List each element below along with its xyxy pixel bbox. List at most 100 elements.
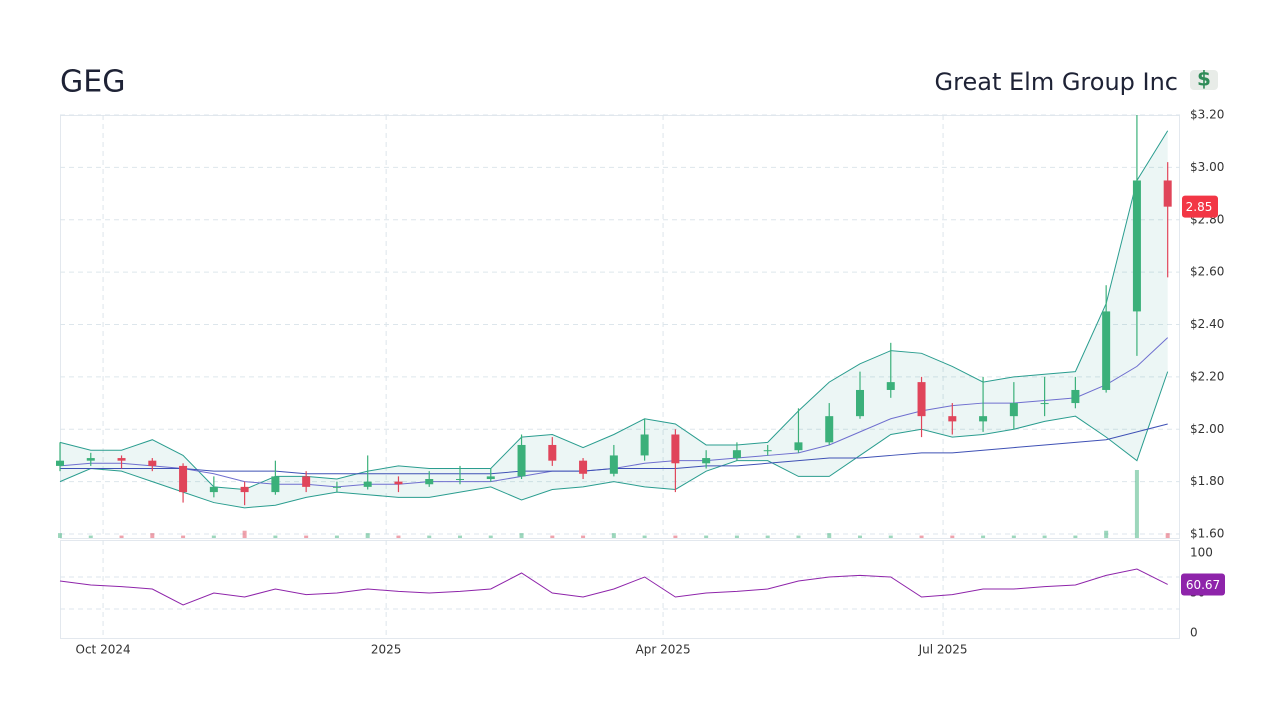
y-tick-label: $3.20 bbox=[1190, 108, 1224, 122]
rsi-line bbox=[59, 568, 1168, 606]
volume-bar bbox=[888, 535, 893, 538]
candle-body bbox=[979, 416, 988, 422]
candle-body bbox=[425, 479, 434, 485]
x-tick-label: Apr 2025 bbox=[636, 643, 691, 657]
candle-body bbox=[486, 476, 495, 480]
volume-bar bbox=[519, 533, 524, 538]
volume-bar bbox=[581, 535, 586, 538]
price-tag bbox=[1182, 195, 1218, 218]
candle-body bbox=[117, 458, 126, 461]
volume-bar bbox=[1073, 535, 1078, 538]
logo-icon: $ bbox=[1190, 67, 1218, 91]
volume-bar bbox=[58, 533, 62, 538]
candle-body bbox=[763, 450, 772, 452]
candle-body bbox=[148, 460, 157, 466]
volume-bar bbox=[611, 533, 616, 538]
volume-bar bbox=[765, 535, 770, 538]
svg-text:$: $ bbox=[1197, 67, 1211, 91]
volume-bar bbox=[796, 535, 801, 538]
volume-bar bbox=[858, 535, 862, 538]
candle-body bbox=[271, 476, 280, 493]
candle-body bbox=[794, 442, 803, 451]
candle-body bbox=[517, 444, 526, 477]
volume-bar bbox=[181, 535, 186, 538]
candle-body bbox=[209, 486, 218, 493]
x-tick-label: 2025 bbox=[371, 643, 402, 657]
candle-body bbox=[86, 458, 95, 461]
candle-body bbox=[1132, 180, 1141, 312]
candle-body bbox=[548, 444, 557, 461]
volume-bar bbox=[211, 535, 216, 538]
candle-body bbox=[394, 481, 403, 485]
volume-bar bbox=[1165, 533, 1170, 538]
y-tick-label: $1.60 bbox=[1190, 527, 1224, 541]
volume-bar bbox=[734, 535, 739, 538]
volume-bar bbox=[150, 533, 155, 538]
candle-body bbox=[948, 416, 957, 422]
volume-bar bbox=[550, 535, 555, 538]
x-tick-label: Oct 2024 bbox=[76, 643, 131, 657]
volume-bar bbox=[827, 533, 832, 538]
volume-bar bbox=[334, 535, 339, 538]
volume-bar bbox=[458, 535, 462, 538]
candle-body bbox=[179, 465, 188, 493]
volume-bar bbox=[919, 535, 924, 538]
volume-bar bbox=[427, 535, 432, 538]
rsi-tag-label: 60.67 bbox=[1186, 578, 1220, 592]
candle-body bbox=[240, 486, 249, 493]
volume-bar bbox=[396, 535, 401, 538]
chart-subtitle: Great Elm Group Inc bbox=[935, 68, 1178, 96]
candle-body bbox=[917, 382, 926, 417]
rsi-tick-label: 0 bbox=[1190, 626, 1198, 640]
candle-body bbox=[886, 382, 895, 390]
y-tick-label: $2.60 bbox=[1190, 265, 1224, 279]
y-tick-label: $3.00 bbox=[1190, 160, 1224, 174]
candle-body bbox=[363, 481, 372, 487]
chart-title: GEG bbox=[60, 65, 125, 100]
y-tick-label: $1.80 bbox=[1190, 474, 1224, 488]
band-lower bbox=[59, 371, 1169, 509]
volume-bar bbox=[1134, 470, 1139, 538]
volume-bar bbox=[88, 535, 93, 538]
volume-bar bbox=[242, 530, 247, 538]
volume-bar bbox=[1042, 535, 1047, 538]
volume-bar bbox=[119, 535, 124, 538]
candle-body bbox=[856, 389, 864, 417]
candle-body bbox=[1102, 311, 1111, 390]
candle-body bbox=[302, 476, 311, 487]
volume-bar bbox=[981, 535, 986, 538]
price-tag-label: 2.85 bbox=[1186, 200, 1213, 214]
volume-bar bbox=[488, 535, 493, 538]
volume-bar bbox=[1104, 530, 1109, 538]
volume-bar bbox=[273, 535, 278, 538]
y-tick-label: $2.20 bbox=[1190, 369, 1224, 383]
candle-body bbox=[1009, 403, 1018, 417]
rsi-pane bbox=[60, 540, 1180, 639]
volume-bar bbox=[365, 533, 370, 538]
candle-body bbox=[456, 479, 464, 481]
candle-body bbox=[1071, 389, 1080, 404]
bollinger-band bbox=[60, 130, 1168, 508]
volume-bar bbox=[673, 535, 678, 538]
volume-bar bbox=[1011, 535, 1016, 538]
volume-bar bbox=[950, 535, 955, 538]
y-tick-label: $2.40 bbox=[1190, 317, 1224, 331]
x-tick-label: Jul 2025 bbox=[918, 643, 968, 657]
candle-body bbox=[1040, 403, 1049, 405]
rsi-tag bbox=[1181, 573, 1225, 596]
volume-bar bbox=[704, 535, 709, 538]
candle-body bbox=[1163, 180, 1172, 207]
rsi-tick-label: 100 bbox=[1190, 546, 1213, 560]
candle-body bbox=[671, 434, 680, 464]
volume-bar bbox=[304, 535, 309, 538]
candle-body bbox=[56, 460, 64, 466]
candle-body bbox=[732, 450, 741, 459]
candle-body bbox=[640, 434, 649, 456]
candle-body bbox=[609, 455, 618, 474]
y-tick-label: $2.00 bbox=[1190, 422, 1224, 436]
candle-body bbox=[332, 486, 341, 488]
candle-body bbox=[579, 460, 588, 474]
volume-bar bbox=[642, 535, 647, 538]
